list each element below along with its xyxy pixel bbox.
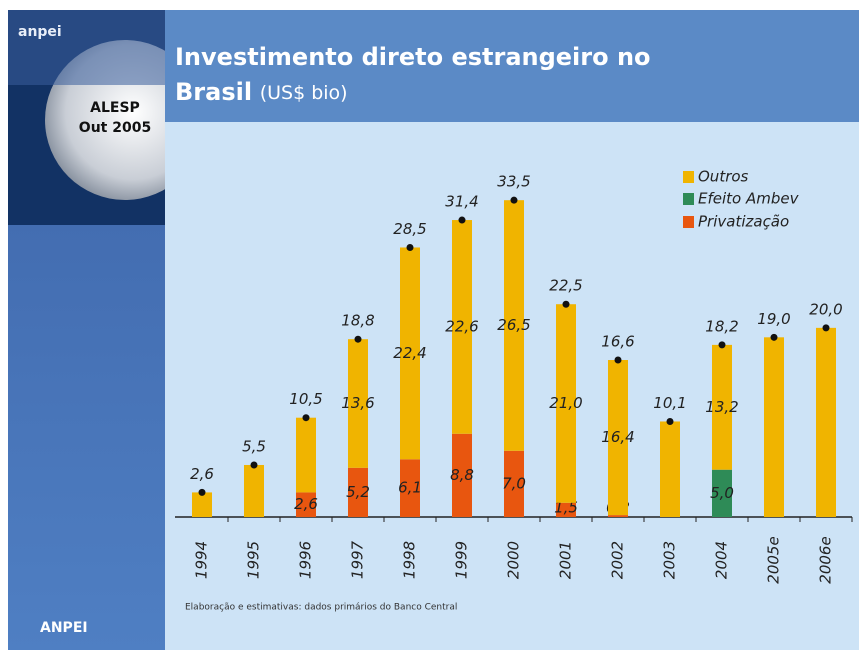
- total-marker: [822, 324, 830, 332]
- bar-segment: [452, 220, 472, 434]
- bar-segment: [816, 327, 836, 517]
- x-tick-label: 2000: [505, 541, 523, 579]
- segment-label: 6,1: [398, 479, 422, 497]
- total-label: 10,5: [289, 390, 322, 408]
- x-tick-label: 1997: [349, 540, 367, 579]
- legend-label: Outros: [698, 168, 749, 186]
- x-tick-label: 2003: [661, 541, 679, 579]
- title-bar: [165, 10, 859, 122]
- x-tick-label: 1999: [453, 541, 471, 579]
- bar-segment: [660, 421, 680, 517]
- legend-label: Efeito Ambev: [698, 190, 800, 208]
- bar-segment: [608, 360, 628, 516]
- x-tick-label: 1996: [297, 541, 315, 579]
- segment-label: 13,2: [705, 398, 738, 416]
- x-tick-label: 2002: [609, 541, 627, 579]
- bar-segment: [556, 502, 576, 517]
- bar-segment: [244, 464, 264, 517]
- bar-segment: [504, 450, 524, 517]
- segment-label: 13,6: [341, 394, 374, 412]
- bar-segment: [400, 247, 420, 460]
- total-label: 10,1: [653, 394, 686, 412]
- total-marker: [510, 196, 518, 204]
- legend-label: Privatização: [698, 213, 789, 231]
- total-marker: [458, 216, 466, 224]
- date: Out 2005: [79, 120, 151, 136]
- segment-label: 5,2: [346, 483, 370, 501]
- total-label: 20,0: [809, 300, 842, 318]
- segment-label: 26,5: [497, 316, 530, 334]
- segment-label: 7,0: [502, 474, 526, 492]
- total-label: 31,4: [445, 193, 478, 211]
- total-marker: [198, 488, 206, 496]
- segment-label: 22,6: [445, 317, 478, 335]
- total-marker: [770, 333, 778, 341]
- chart-title: Investimento direto estrangeiro no: [175, 43, 651, 71]
- event: ALESP: [90, 100, 140, 116]
- total-marker: [718, 341, 726, 349]
- segment-label: 2,6: [294, 495, 318, 513]
- total-label: 33,5: [497, 173, 530, 191]
- bar-segment: [452, 433, 472, 517]
- total-label: 22,5: [549, 277, 582, 295]
- title-line: Brasil (US$ bio): [175, 78, 348, 106]
- source: Elaboração e estimativas: dados primário…: [185, 603, 457, 613]
- segment-label: 21,0: [549, 394, 582, 412]
- total-marker: [250, 461, 258, 469]
- bar-segment: [296, 492, 316, 517]
- total-marker: [302, 414, 310, 422]
- bar-segment: [764, 337, 784, 517]
- total-label: 28,5: [393, 220, 426, 238]
- bar-segment: [348, 467, 368, 517]
- subtitle: (US$ bio): [260, 82, 348, 104]
- bar-segment: [296, 417, 316, 493]
- bar-segment: [504, 200, 524, 451]
- segment-label: 8,8: [450, 466, 474, 484]
- segment-label: 1,5: [554, 499, 578, 517]
- legend-swatch: [683, 193, 694, 205]
- logo-band: [8, 10, 165, 85]
- x-tick-label: 2006e: [817, 536, 835, 583]
- total-label: 19,0: [757, 310, 790, 328]
- total-marker: [666, 417, 674, 425]
- total-marker: [354, 335, 362, 343]
- bar-segment: [348, 339, 368, 468]
- footer: ANPEI: [40, 620, 88, 636]
- bar-segment: [712, 344, 732, 470]
- segment-label: 16,4: [601, 428, 634, 446]
- x-tick-label: 1995: [245, 541, 263, 579]
- total-label: 18,8: [341, 312, 374, 330]
- x-tick-label: 1998: [401, 541, 419, 579]
- segment-label: 5,0: [710, 484, 734, 502]
- bar-segment: [556, 304, 576, 503]
- total-marker: [562, 300, 570, 308]
- title-line2: Brasil: [175, 78, 252, 106]
- segment-label: 22,4: [393, 344, 426, 362]
- total-label: 2,6: [190, 465, 214, 483]
- logo: anpei: [18, 24, 62, 40]
- bar-segment: [608, 515, 628, 517]
- x-tick-label: 1994: [193, 541, 211, 579]
- bar-segment: [192, 492, 212, 517]
- total-marker: [406, 243, 414, 251]
- bar-segment: [712, 469, 732, 517]
- x-tick-label: 2004: [713, 541, 731, 579]
- x-tick-label: 2001: [557, 541, 575, 579]
- total-marker: [614, 356, 622, 364]
- legend-swatch: [683, 171, 694, 183]
- total-label: 18,2: [705, 317, 738, 335]
- x-tick-label: 2005e: [765, 536, 783, 583]
- legend-swatch: [683, 216, 694, 228]
- total-label: 5,5: [242, 437, 266, 455]
- bar-segment: [400, 459, 420, 517]
- total-label: 16,6: [601, 333, 634, 351]
